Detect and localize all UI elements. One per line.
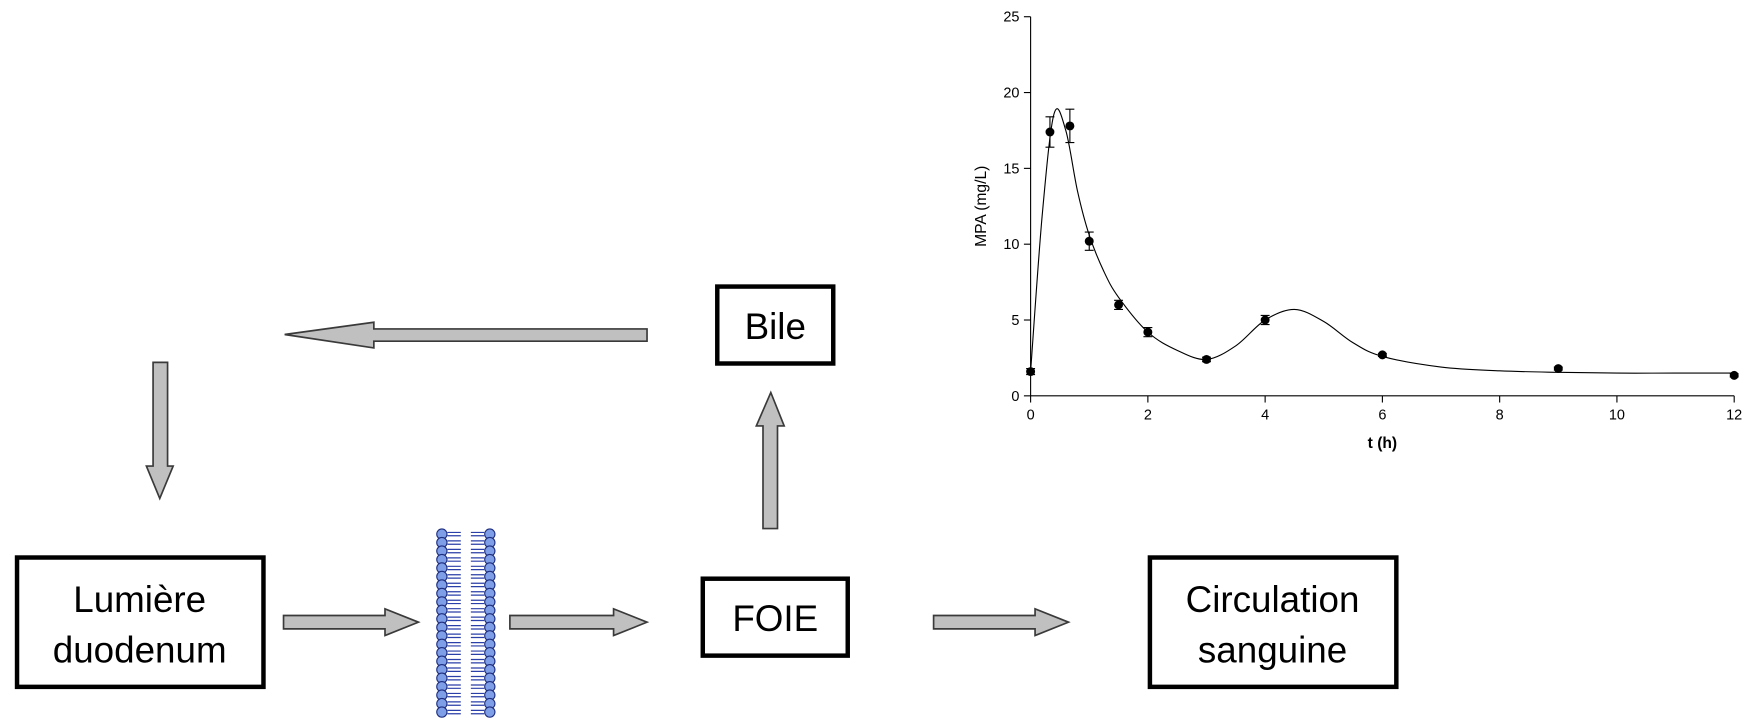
lipid-tail [447, 625, 485, 630]
lipid-tail [447, 582, 485, 588]
node-label: Bile [745, 306, 806, 347]
lipid-tail [447, 616, 485, 622]
lipid-tail [447, 692, 485, 698]
y-tick-label: 15 [1003, 161, 1019, 177]
x-tick-label: 8 [1496, 407, 1504, 423]
data-point [1026, 367, 1036, 377]
lipid-tail [447, 633, 485, 639]
lipid-head [484, 706, 496, 718]
membrane [436, 528, 496, 718]
arrow-down [145, 361, 175, 501]
data-point [1553, 364, 1563, 374]
lipid-tail [447, 557, 485, 562]
node-label: sanguine [1198, 629, 1347, 670]
arrow-right [282, 607, 421, 637]
lipid-tail [447, 675, 485, 681]
x-tick-label: 0 [1027, 407, 1035, 423]
x-tick-label: 12 [1726, 407, 1742, 423]
data-point [1729, 370, 1739, 380]
lipid-head [436, 706, 448, 718]
x-tick-label: 2 [1144, 407, 1152, 423]
data-point [1114, 300, 1124, 310]
arrow-right [509, 607, 650, 637]
lipid-tail [447, 565, 485, 571]
lipid-tail [447, 684, 485, 689]
data-point [1084, 236, 1094, 246]
x-tick-label: 6 [1378, 407, 1386, 423]
lipid-tail [447, 641, 485, 647]
x-tick-label: 4 [1261, 407, 1269, 423]
lipid-tail [447, 658, 485, 664]
y-tick-label: 20 [1003, 86, 1019, 102]
node-box [1147, 555, 1399, 690]
lipid-tail [447, 599, 485, 605]
y-tick-label: 5 [1011, 313, 1019, 329]
node-label: FOIE [732, 598, 818, 639]
arrow-right [932, 607, 1071, 637]
lipid-tail [447, 548, 485, 554]
node-label: Lumière [73, 579, 206, 620]
x-tick-label: 10 [1609, 407, 1625, 423]
lipid-tail [447, 591, 485, 596]
data-point [1202, 354, 1211, 364]
chart: 0 5 10 15 20 25 0 2 4 6 8 10 12 t (h) MPA (mg/L) [973, 10, 1742, 452]
node-box [700, 576, 850, 658]
node-label: duodenum [53, 629, 227, 670]
lipid-tail [447, 540, 485, 545]
lipid-tail [447, 574, 485, 579]
data-point [1045, 127, 1055, 137]
x-axis-label: t (h) [1368, 435, 1397, 452]
node-box [715, 284, 836, 366]
y-tick-label: 25 [1003, 10, 1019, 26]
data-point [1143, 327, 1153, 337]
y-axis-label: MPA (mg/L) [973, 166, 990, 247]
data-point [1260, 315, 1270, 325]
node-label: Circulation [1186, 579, 1360, 620]
lipid-tail [447, 701, 485, 706]
lipid-tail [447, 650, 485, 656]
y-tick-label: 0 [1011, 389, 1019, 405]
arrow-left [284, 321, 648, 349]
data-point [1065, 121, 1075, 131]
fit-curve [1030, 108, 1735, 374]
data-point [1377, 350, 1387, 360]
lipid-tail [447, 709, 485, 715]
lipid-tail [447, 667, 485, 672]
lipid-tail [447, 531, 485, 537]
node-box [14, 555, 266, 690]
y-tick-label: 10 [1003, 237, 1019, 253]
arrow-up [755, 390, 786, 530]
lipid-tail [447, 608, 485, 613]
